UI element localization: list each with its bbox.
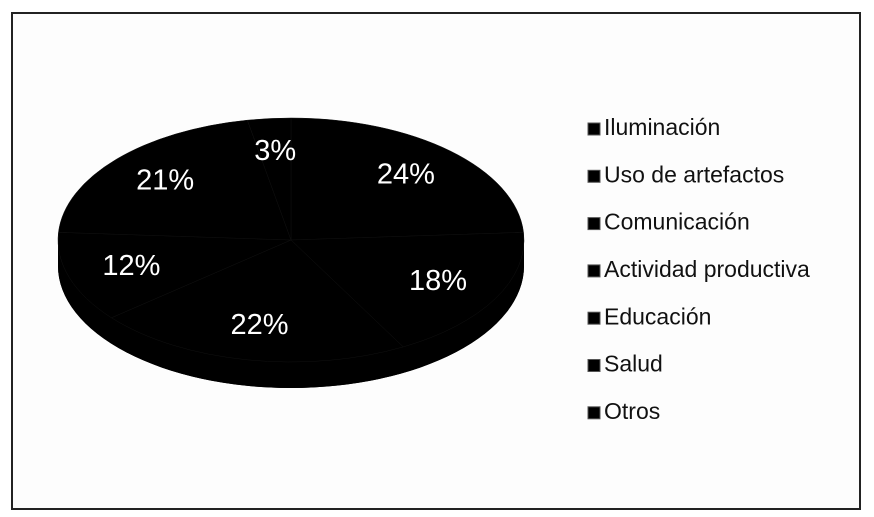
legend-swatch: [587, 122, 601, 136]
pie: 24% 18% 22% 12% 21% 3%: [57, 117, 525, 388]
data-label: 21%: [136, 165, 194, 197]
pie-slice: [290, 232, 525, 348]
legend-swatch: [587, 311, 601, 325]
legend-swatch: [587, 406, 601, 420]
pie-slice: [110, 239, 404, 363]
legend-swatch: [587, 359, 601, 372]
legend-label: Uso de artefactos: [604, 161, 784, 187]
legend-swatch: [587, 264, 601, 278]
legend-label: Otros: [604, 398, 660, 424]
legend-swatch: [587, 169, 601, 183]
data-label: 18%: [409, 265, 467, 297]
pie-slice: [290, 117, 524, 241]
data-label: 24%: [377, 159, 435, 191]
legend: Iluminación Uso de artefactos Comunicación…: [587, 114, 810, 424]
legend-swatch: [587, 217, 601, 231]
legend-label: Educación: [604, 303, 711, 329]
legend-label: Salud: [604, 351, 663, 377]
pie-slice: [58, 119, 292, 241]
legend-label: Iluminación: [604, 114, 720, 140]
data-label: 12%: [102, 250, 160, 282]
pie-slice: [246, 117, 292, 241]
pie-slice: [57, 232, 292, 319]
legend-label: Comunicación: [604, 209, 750, 235]
legend-label: Actividad productiva: [604, 256, 810, 282]
data-label: 3%: [254, 135, 296, 167]
data-label: 22%: [231, 309, 289, 341]
